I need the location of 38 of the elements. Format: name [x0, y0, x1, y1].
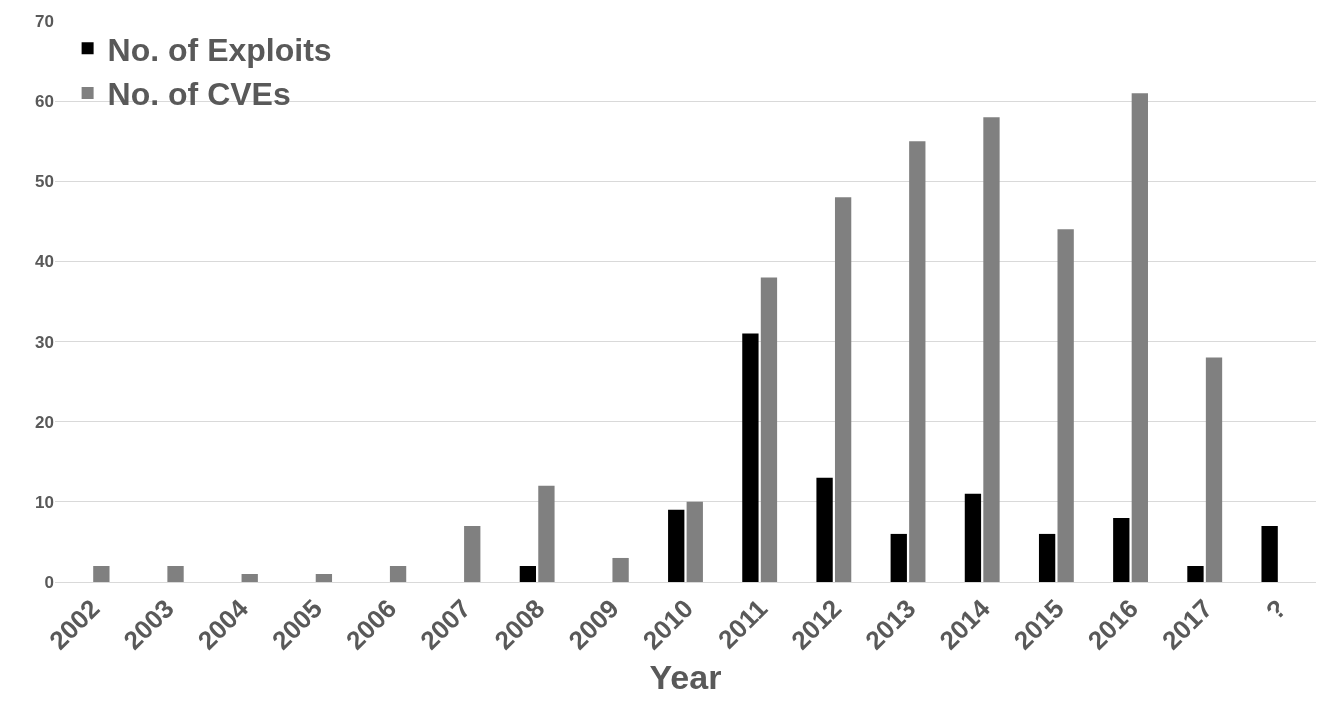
bar [612, 557, 629, 582]
bar [1038, 533, 1056, 582]
bar [1113, 517, 1130, 582]
legend-label: No. of Exploits [107, 31, 332, 68]
bar [1261, 525, 1278, 582]
y-tick-label: 10 [35, 492, 54, 512]
bar [389, 565, 407, 582]
bar [519, 565, 537, 582]
bar [464, 525, 481, 582]
bar [668, 509, 685, 582]
bar [909, 141, 926, 582]
y-tick-label: 60 [35, 92, 54, 112]
y-tick-label: 30 [35, 332, 54, 352]
y-tick-label: 70 [35, 11, 54, 31]
bar [760, 277, 778, 582]
bar [964, 493, 982, 582]
bar [816, 477, 833, 582]
bar [834, 197, 852, 582]
bar [538, 485, 555, 582]
x-tick-label: ? [1259, 593, 1293, 626]
bar [1187, 565, 1204, 582]
bar [1057, 229, 1074, 582]
bar [890, 533, 907, 582]
legend-label: No. of CVEs [107, 76, 291, 113]
bar [686, 501, 703, 582]
bar [167, 565, 184, 582]
y-tick-label: 50 [35, 172, 54, 192]
bar [241, 573, 258, 582]
bar [93, 565, 110, 582]
y-tick-label: 20 [35, 412, 54, 432]
y-tick-label: 0 [44, 572, 54, 592]
bar [983, 117, 1000, 582]
bar [1205, 357, 1223, 582]
y-tick-label: 40 [35, 252, 54, 272]
bar [1131, 93, 1148, 582]
bar [742, 333, 759, 582]
bar [315, 573, 333, 582]
x-axis-title: Year [649, 657, 722, 696]
